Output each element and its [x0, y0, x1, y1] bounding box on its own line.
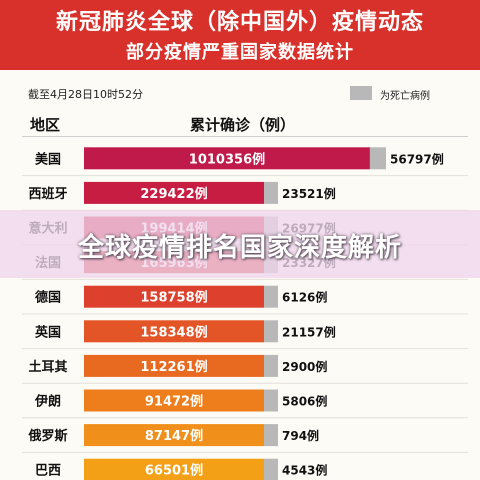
category-label: 西班牙 [28, 186, 67, 202]
category-label: 英国 [34, 324, 61, 340]
death-bar [264, 424, 278, 447]
overlay-banner-text: 全球疫情排名国家深度解析 [77, 233, 402, 263]
category-label: 伊朗 [34, 394, 61, 410]
confirmed-value-label: 158758例 [140, 290, 207, 306]
overlay-banner [0, 210, 480, 278]
confirmed-bar [84, 320, 264, 343]
confirmed-value-label: 158348例 [140, 324, 207, 340]
death-bar [264, 320, 278, 343]
category-label: 俄罗斯 [27, 428, 67, 444]
death-value-label: 2900例 [282, 359, 327, 374]
confirmed-bar [84, 354, 264, 377]
death-value-label: 5806例 [282, 394, 327, 409]
death-bar [264, 389, 278, 412]
death-value-label: 4543例 [282, 463, 327, 478]
death-value-label: 21157例 [282, 324, 336, 339]
page-title: 新冠肺炎全球（除中国外）疫情动态 [55, 10, 424, 35]
confirmed-bar [84, 424, 264, 447]
confirmed-bar [84, 147, 370, 170]
death-bar [369, 147, 386, 170]
category-label: 美国 [35, 151, 61, 167]
header-bar [0, 0, 480, 70]
confirmed-bar [84, 181, 264, 204]
confirmed-value-label: 112261例 [140, 359, 207, 375]
category-label: 巴西 [35, 464, 61, 479]
confirmed-bar [84, 458, 264, 480]
death-value-label: 6126例 [282, 290, 327, 305]
death-bar [264, 181, 278, 204]
death-bar [264, 458, 278, 480]
death-bar [264, 285, 278, 308]
column-header-confirmed: 累计确诊（例） [190, 116, 296, 134]
confirmed-value-label: 87147例 [145, 428, 203, 444]
confirmed-value-label: 91472例 [145, 394, 203, 410]
death-value-label: 56797例 [390, 151, 444, 166]
page-subtitle: 部分疫情严重国家数据统计 [126, 42, 354, 63]
column-header-region: 地区 [30, 116, 61, 134]
category-label: 土耳其 [28, 359, 67, 375]
confirmed-value-label: 1010356例 [189, 151, 265, 167]
death-value-label: 23521例 [282, 186, 336, 201]
legend-swatch-deaths [350, 86, 372, 100]
death-bar [264, 354, 278, 377]
date-note: 截至4月28日10时52分 [28, 88, 143, 101]
confirmed-bar [84, 285, 264, 308]
header-divider [22, 136, 468, 137]
confirmed-value-label: 229422例 [140, 186, 207, 202]
confirmed-bar [84, 389, 264, 412]
confirmed-value-label: 66501例 [145, 463, 203, 479]
legend-label-deaths: 为死亡病例 [380, 91, 430, 102]
category-label: 德国 [35, 290, 61, 306]
death-value-label: 794例 [282, 428, 319, 443]
